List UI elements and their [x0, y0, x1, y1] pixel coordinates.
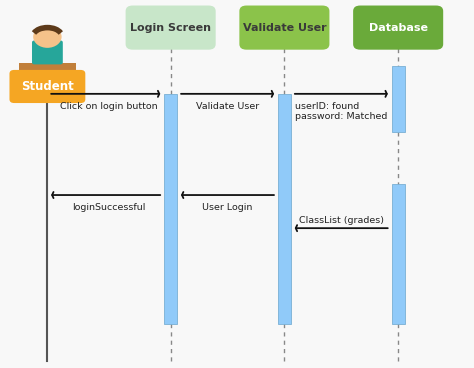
- FancyBboxPatch shape: [64, 72, 69, 86]
- FancyBboxPatch shape: [239, 6, 329, 50]
- Text: Database: Database: [369, 22, 428, 33]
- Text: Student: Student: [21, 80, 74, 93]
- Text: userID: found
password: Matched: userID: found password: Matched: [295, 102, 387, 121]
- Text: Validate User: Validate User: [196, 102, 259, 111]
- Text: loginSuccessful: loginSuccessful: [73, 203, 146, 212]
- FancyBboxPatch shape: [32, 40, 63, 64]
- FancyBboxPatch shape: [392, 184, 405, 324]
- FancyBboxPatch shape: [278, 94, 291, 324]
- Text: Click on login button: Click on login button: [60, 102, 158, 111]
- Text: User Login: User Login: [202, 203, 253, 212]
- Circle shape: [33, 26, 62, 48]
- FancyBboxPatch shape: [126, 6, 216, 50]
- FancyBboxPatch shape: [9, 70, 85, 103]
- Text: Validate User: Validate User: [243, 22, 326, 33]
- FancyBboxPatch shape: [392, 66, 405, 132]
- FancyBboxPatch shape: [19, 63, 76, 72]
- FancyBboxPatch shape: [353, 6, 443, 50]
- FancyBboxPatch shape: [26, 72, 31, 86]
- Text: Login Screen: Login Screen: [130, 22, 211, 33]
- Text: ClassList (grades): ClassList (grades): [299, 216, 384, 225]
- FancyBboxPatch shape: [164, 94, 177, 324]
